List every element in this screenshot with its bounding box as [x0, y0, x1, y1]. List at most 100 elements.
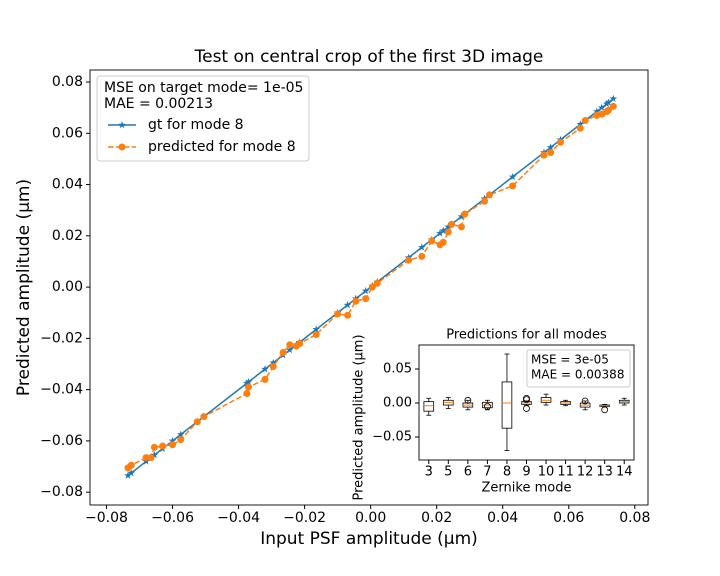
inset-y-label: Predicted amplitude (μm) — [352, 334, 367, 500]
point — [261, 365, 269, 373]
point — [296, 340, 304, 348]
y-tick-label: −0.05 — [372, 430, 412, 445]
point — [604, 98, 613, 106]
outlier — [523, 394, 530, 402]
outlier — [581, 397, 589, 405]
y-tick-label: 0.05 — [383, 362, 412, 377]
x-tick-label: 0.00 — [355, 510, 386, 526]
annotation: MAE = 0.00213 — [104, 96, 213, 112]
y-tick-label: 0.08 — [52, 74, 83, 90]
point — [439, 238, 447, 246]
series-line — [127, 105, 614, 469]
point — [609, 102, 617, 110]
point — [286, 341, 294, 349]
y-tick-label: −0.08 — [40, 484, 83, 500]
point — [269, 358, 278, 366]
point — [334, 310, 342, 318]
inset-x-label: Zernike mode — [482, 481, 572, 496]
point — [576, 120, 585, 128]
point — [285, 345, 294, 354]
point — [593, 107, 601, 115]
point — [486, 191, 494, 199]
series-group — [124, 94, 618, 479]
inset-title: Predictions for all modes — [446, 328, 607, 343]
point — [373, 279, 381, 287]
point — [581, 116, 589, 124]
point — [362, 295, 370, 303]
point — [147, 454, 155, 462]
x-tick-label: 0.02 — [421, 510, 452, 526]
point — [244, 383, 252, 391]
point — [127, 461, 135, 469]
outlier — [523, 405, 530, 412]
x-tick-label: 0.08 — [619, 510, 650, 526]
point — [428, 237, 436, 245]
point — [177, 436, 185, 444]
x-tick-label: 8 — [503, 465, 511, 480]
x-tick-label: 0.06 — [553, 510, 584, 526]
y-tick-label: 0.06 — [52, 125, 83, 141]
point — [142, 454, 150, 462]
annotation-box — [526, 349, 631, 388]
x-tick-label: −0.02 — [283, 510, 326, 526]
point — [150, 443, 158, 451]
annotation: MSE on target mode= 1e-05 — [104, 80, 303, 96]
point — [352, 297, 360, 305]
x-tick-label: 10 — [538, 465, 555, 480]
point — [193, 418, 201, 426]
point — [279, 348, 287, 356]
legend-marker — [118, 121, 126, 129]
point — [124, 471, 132, 479]
point — [609, 94, 618, 102]
point — [405, 256, 413, 264]
x-tick-label: 6 — [464, 465, 472, 480]
point — [439, 226, 448, 234]
point — [604, 106, 612, 114]
point — [168, 436, 177, 445]
point — [461, 210, 469, 218]
x-tick-label: 5 — [444, 465, 452, 480]
x-tick-label: −0.06 — [151, 510, 194, 526]
point — [312, 325, 320, 333]
x-tick-label: 11 — [557, 465, 574, 480]
point — [597, 103, 606, 111]
y-tick-label: −0.04 — [40, 382, 83, 398]
x-tick-label: −0.04 — [217, 510, 260, 526]
point — [269, 363, 277, 371]
point — [436, 229, 444, 237]
y-tick-label: 0.00 — [52, 279, 83, 295]
x-tick-label: −0.08 — [85, 510, 128, 526]
point — [312, 331, 320, 339]
point — [344, 311, 352, 319]
point — [150, 451, 159, 459]
point — [244, 377, 253, 386]
legend-marker — [118, 143, 126, 151]
point — [509, 182, 517, 190]
point — [418, 243, 426, 251]
point — [540, 151, 548, 159]
point — [418, 252, 426, 260]
legend-box — [96, 75, 310, 162]
point — [576, 124, 584, 132]
y-axis-label: Predicted amplitude (μm) — [14, 179, 34, 396]
y-tick-label: 0.04 — [52, 177, 83, 193]
point — [176, 430, 185, 438]
annotation: MAE = 0.00388 — [531, 368, 624, 382]
point — [368, 283, 376, 291]
point — [448, 220, 456, 228]
chart-title: Test on central crop of the first 3D ima… — [194, 47, 544, 67]
point — [444, 222, 453, 231]
outlier — [464, 396, 472, 404]
point — [159, 442, 167, 450]
point — [557, 138, 565, 146]
legend-label: gt for mode 8 — [148, 117, 244, 133]
plot-frame — [89, 69, 649, 506]
x-axis-label: Input PSF amplitude (μm) — [260, 529, 478, 549]
x-tick-label: 0.04 — [487, 510, 518, 526]
y-tick-label: −0.06 — [40, 433, 83, 449]
x-tick-label: 13 — [596, 465, 613, 480]
point — [243, 379, 251, 387]
legend-label: predicted for mode 8 — [148, 139, 296, 155]
